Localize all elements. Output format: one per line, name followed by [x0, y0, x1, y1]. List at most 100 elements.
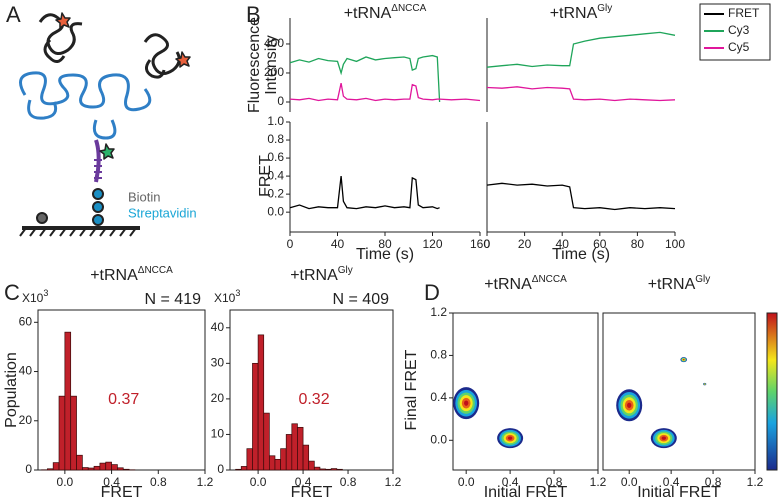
- y-axis-label: Final FRET: [403, 349, 420, 430]
- y-tick-label: 0.2: [267, 186, 284, 200]
- legend-label: FRET: [728, 6, 760, 20]
- y-multiplier: X103: [22, 288, 48, 305]
- y-tick-label: 0.6: [267, 150, 284, 164]
- y-tick-label: 0.4: [267, 168, 284, 182]
- y-tick-label: 60: [19, 314, 33, 328]
- x-tick-label: 0.0: [621, 475, 638, 489]
- y-tick-label: 400: [264, 36, 284, 50]
- histogram-bar: [99, 462, 107, 471]
- biotin-label: Biotin: [128, 189, 161, 204]
- x-axis-label: FRET: [291, 484, 333, 501]
- title-text: +tRNA: [344, 5, 392, 22]
- histogram-bar: [111, 464, 118, 471]
- y-multiplier: X103: [214, 288, 240, 305]
- x-tick-label: 0.0: [57, 475, 74, 489]
- y-tick-label: 0: [277, 94, 284, 108]
- title-superscript: ΔNCCA: [138, 265, 173, 276]
- x-axis-label: Initial FRET: [637, 484, 721, 501]
- x-tick-label: 0.0: [250, 475, 267, 489]
- histogram-bar: [280, 448, 287, 471]
- x-tick-label: 0: [287, 237, 294, 251]
- panel-label: D: [424, 280, 440, 305]
- y-axis-label: Fluorescence: [246, 17, 263, 113]
- multiplier-exp: 3: [235, 288, 240, 298]
- x-tick-label: 0: [484, 237, 491, 251]
- histogram-bar: [70, 395, 77, 471]
- title-superscript: Gly: [695, 274, 710, 285]
- y-tick-label: 30: [211, 356, 225, 370]
- x-tick-label: 0.4: [103, 475, 120, 489]
- y-tick-label: 20: [211, 391, 225, 405]
- y-tick-label: 0.0: [430, 432, 447, 446]
- multiplier-base: X10: [22, 291, 44, 305]
- y-tick-label: 0.4: [430, 390, 447, 404]
- x-axis-label: Time (s): [552, 246, 610, 263]
- annotation: N = 419: [145, 291, 202, 308]
- y-axis-label: Population: [3, 352, 20, 428]
- histogram-bar: [257, 334, 265, 471]
- histogram-bar: [285, 434, 293, 471]
- histogram-bar: [263, 412, 270, 471]
- histogram-bar: [313, 466, 321, 471]
- histogram-bar: [319, 468, 326, 471]
- histogram-bar: [76, 454, 83, 471]
- histogram-bar: [308, 460, 315, 471]
- x-tick-label: 80: [378, 237, 392, 251]
- streptavidin-label: Streptavidin: [128, 205, 197, 220]
- title-superscript: ΔNCCA: [391, 3, 426, 14]
- x-tick-label: 120: [422, 237, 442, 251]
- title-text: +tRNA: [648, 276, 696, 293]
- trace: [289, 54, 441, 103]
- x-tick-label: 1.2: [385, 475, 402, 489]
- y-tick-label: 40: [19, 364, 33, 378]
- legend-label: Cy3: [728, 23, 750, 37]
- x-tick-label: 1.2: [590, 475, 607, 489]
- annotation: N = 409: [333, 291, 390, 308]
- histogram-bar: [64, 331, 72, 471]
- x-tick-label: 0.0: [458, 475, 475, 489]
- y-tick-label: 0.8: [430, 348, 447, 362]
- histogram-bar: [235, 468, 242, 471]
- x-tick-label: 100: [665, 237, 685, 251]
- y-tick-label: 200: [264, 65, 284, 79]
- y-axis-label: Intensity: [263, 35, 280, 95]
- histogram-bar: [252, 362, 259, 471]
- peak-label: 0.37: [108, 391, 139, 408]
- contour-ring: [507, 436, 513, 440]
- y-tick-label: 0.0: [267, 204, 284, 218]
- histogram-bar: [268, 455, 276, 471]
- trace: [486, 31, 676, 68]
- histogram-bar: [117, 467, 124, 471]
- title-text: +tRNA: [484, 276, 532, 293]
- trace: [486, 182, 676, 211]
- histogram-bar: [87, 467, 95, 471]
- x-tick-label: 0.4: [295, 475, 312, 489]
- histogram-bar: [46, 468, 54, 471]
- chart-title: +tRNAGly: [290, 265, 353, 285]
- y-tick-label: 20: [19, 413, 33, 427]
- title-superscript: Gly: [597, 3, 612, 14]
- y-tick-label: 0: [217, 462, 224, 476]
- histogram-bar: [336, 468, 343, 471]
- histogram-bar: [297, 426, 304, 471]
- y-tick-label: 0.8: [267, 132, 284, 146]
- title-superscript: ΔNCCA: [532, 274, 567, 285]
- x-tick-label: 1.2: [197, 475, 214, 489]
- histogram-bar: [93, 465, 101, 471]
- title-superscript: Gly: [338, 265, 353, 276]
- histogram-bar: [52, 462, 60, 471]
- plot-frame: [452, 312, 599, 471]
- x-tick-label: 0.4: [502, 475, 519, 489]
- chart-title: +tRNAΔNCCA: [344, 3, 427, 23]
- panel-label: A: [6, 2, 21, 27]
- x-tick-label: 0.8: [340, 475, 357, 489]
- peak-label: 0.32: [298, 391, 329, 408]
- x-tick-label: 40: [331, 237, 345, 251]
- histogram-bar: [58, 395, 66, 471]
- x-tick-label: 160: [470, 237, 490, 251]
- chart-title: +tRNAΔNCCA: [484, 274, 567, 294]
- title-text: +tRNA: [550, 5, 598, 22]
- histogram-bar: [274, 458, 281, 471]
- y-tick-label: 1.2: [430, 305, 447, 319]
- x-tick-label: 0.4: [663, 475, 680, 489]
